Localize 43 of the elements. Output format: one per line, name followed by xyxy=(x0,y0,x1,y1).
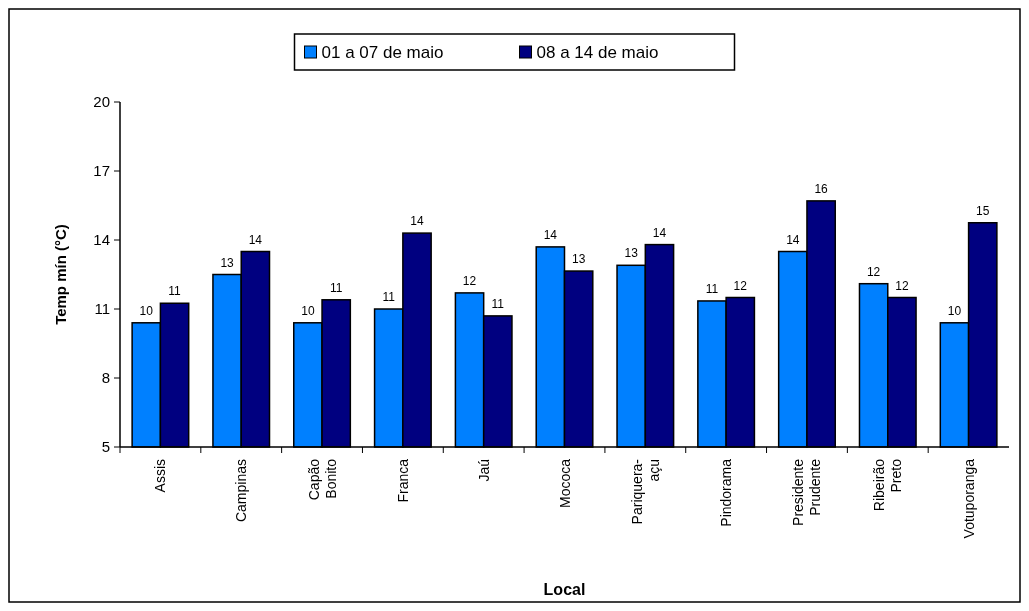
x-tick-label: Votuporanga xyxy=(960,458,977,539)
data-label: 13 xyxy=(220,255,235,270)
y-tick-label: 11 xyxy=(94,300,110,318)
data-label: 10 xyxy=(947,303,962,318)
data-label: 13 xyxy=(624,246,639,261)
x-tick-label: Ribeirão Preto xyxy=(871,458,905,512)
data-label: 12 xyxy=(866,264,881,279)
y-tick-label: 20 xyxy=(93,93,110,111)
x-tick-label: Pariquera-açu xyxy=(628,458,662,525)
data-label: 10 xyxy=(301,303,315,318)
x-tick-label: Jaú xyxy=(475,459,492,482)
data-label: 14 xyxy=(248,232,263,247)
data-label: 10 xyxy=(139,303,154,318)
x-tick-label: Assis xyxy=(152,459,169,493)
x-tick-label: Pindorama xyxy=(718,458,735,527)
y-tick-label: 17 xyxy=(93,162,110,180)
data-label: 11 xyxy=(705,281,719,296)
legend-label: 01 a 07 de maio xyxy=(321,42,444,62)
x-tick-label: Presidente Prudente xyxy=(790,458,824,526)
x-axis-title: Local xyxy=(543,581,586,598)
data-label: 13 xyxy=(571,252,586,267)
data-label: 12 xyxy=(733,278,748,293)
x-tick-label: Campinas xyxy=(233,459,250,523)
data-label: 14 xyxy=(410,214,424,229)
y-tick-label: 5 xyxy=(101,438,110,456)
data-label: 12 xyxy=(895,278,909,293)
x-tick-label: Mococa xyxy=(556,458,573,509)
data-label: 14 xyxy=(652,225,667,240)
y-tick-label: 14 xyxy=(93,231,110,249)
data-label: 11 xyxy=(329,280,343,295)
data-label: 11 xyxy=(382,290,396,304)
y-tick-label: 8 xyxy=(101,369,110,387)
data-label: 11 xyxy=(168,284,182,299)
x-tick-label: Capão Bonito xyxy=(305,458,339,501)
data-label: 14 xyxy=(543,227,558,242)
legend-label: 08 a 14 de maio xyxy=(536,42,659,62)
data-label: 14 xyxy=(786,232,800,247)
y-axis-title: Temp mín (°C) xyxy=(52,224,69,325)
data-label: 16 xyxy=(814,181,829,196)
data-label: 11 xyxy=(491,296,505,311)
data-label: 12 xyxy=(462,273,477,288)
x-tick-label: Franca xyxy=(394,458,411,503)
data-label: 15 xyxy=(976,203,990,218)
